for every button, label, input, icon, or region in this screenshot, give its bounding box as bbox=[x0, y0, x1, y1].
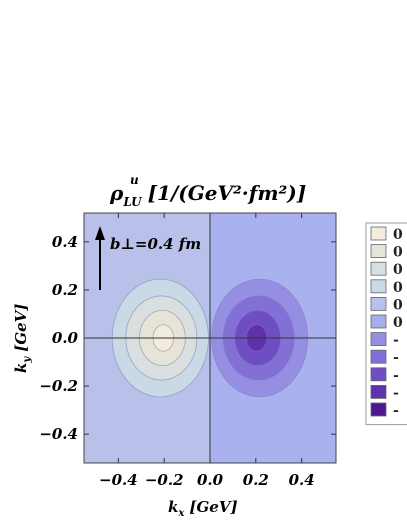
legend-swatch-8 bbox=[370, 349, 387, 364]
y-tick-label-5: −0.4 bbox=[39, 425, 78, 443]
x-tick-label-3: 0.0 bbox=[197, 471, 224, 489]
y-tick-label-3: 0.0 bbox=[52, 329, 79, 347]
legend-label-2: 0 bbox=[393, 245, 403, 261]
legend-swatch-5 bbox=[370, 296, 387, 311]
svg-text:ky[GeV]: ky[GeV] bbox=[12, 304, 33, 373]
y-tick-label-2: 0.2 bbox=[52, 281, 78, 299]
y-tick-label-1: 0.4 bbox=[52, 233, 78, 251]
legend-label-6: 0 bbox=[393, 315, 403, 331]
legend-label-3: 0 bbox=[393, 262, 403, 278]
title-units: [1/(GeV²·fm²)] bbox=[148, 181, 307, 205]
annotation-text: b⊥=0.4 fm bbox=[110, 235, 201, 253]
legend-swatch-10 bbox=[370, 384, 387, 399]
x-tick-label-1: −0.4 bbox=[99, 471, 138, 489]
y-axis-label: ky[GeV] bbox=[12, 304, 33, 373]
legend-swatch-1 bbox=[370, 226, 387, 241]
legend-swatch-2 bbox=[370, 244, 387, 259]
title-superscript: u bbox=[130, 173, 139, 187]
annotation-arrow-head bbox=[95, 226, 105, 240]
plot-area: −0.4 −0.2 0.0 0.2 0.4 0.4 0.2 0.0 −0.2 −0.4 b⊥=0.4… bbox=[39, 212, 337, 489]
x-tick-label-5: 0.4 bbox=[289, 471, 315, 489]
title-subscript: LU bbox=[122, 195, 143, 209]
x-tick-label-4: 0.2 bbox=[243, 471, 269, 489]
legend-label-1: 0 bbox=[393, 227, 403, 243]
legend-label-4: 0 bbox=[393, 280, 403, 296]
legend-swatch-11 bbox=[370, 402, 387, 417]
y-tick-label-4: −0.2 bbox=[39, 377, 78, 395]
legend-swatch-9 bbox=[370, 367, 387, 382]
legend-label-11: - bbox=[393, 403, 399, 419]
legend-swatch-7 bbox=[370, 332, 387, 347]
legend-swatch-6 bbox=[370, 314, 387, 329]
chart-title: ρLU [1/(GeV²·fm²)] bbox=[109, 181, 306, 209]
legend-swatch-3 bbox=[370, 261, 387, 276]
legend-label-9: - bbox=[393, 368, 399, 384]
legend-swatch-4 bbox=[370, 279, 387, 294]
x-tick-label-2: −0.2 bbox=[145, 471, 184, 489]
x-axis-label: kx [GeV] bbox=[168, 498, 238, 519]
legend-label-7: - bbox=[393, 333, 399, 349]
legend-label-5: 0 bbox=[393, 297, 403, 313]
title-rho: ρ bbox=[109, 181, 124, 205]
legend-label-10: - bbox=[393, 385, 399, 401]
legend-label-8: - bbox=[393, 350, 399, 366]
